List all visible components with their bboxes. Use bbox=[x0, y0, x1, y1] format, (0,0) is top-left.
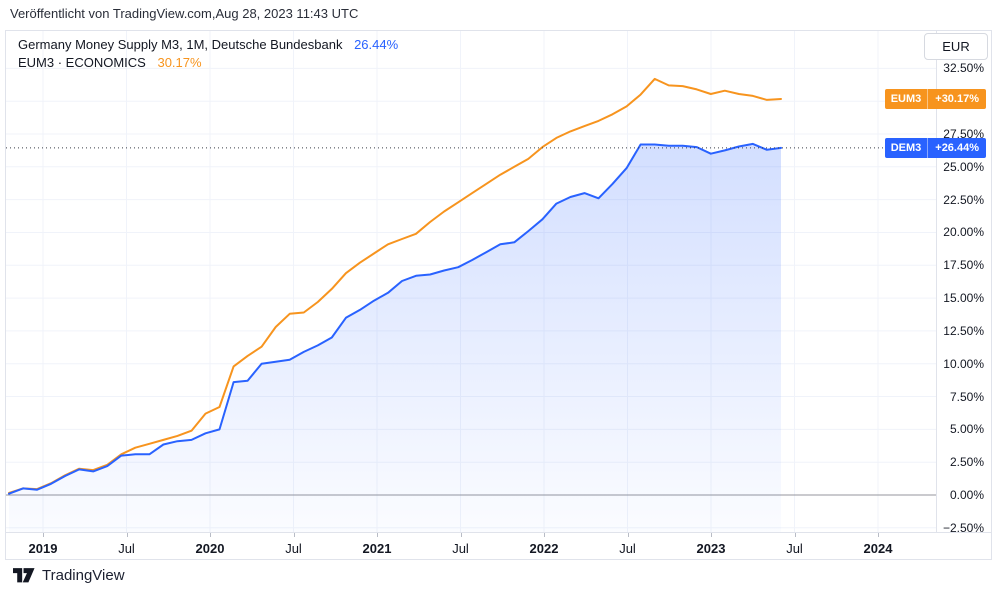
time-tick-label: 2023 bbox=[696, 541, 726, 556]
tradingview-brand-link[interactable]: TradingView bbox=[42, 567, 125, 584]
dem3-area bbox=[9, 143, 781, 532]
time-tick-mark bbox=[43, 533, 44, 537]
time-tick-label: Jul bbox=[452, 541, 469, 556]
badge-dem3-symbol: DEM3 bbox=[885, 138, 929, 158]
chart-svg bbox=[6, 31, 936, 532]
time-tick-mark bbox=[126, 533, 128, 537]
legend-dem3-value: 26.44% bbox=[354, 37, 399, 52]
time-tick-mark bbox=[377, 533, 378, 537]
time-tick-label: 2019 bbox=[28, 541, 58, 556]
time-tick-label: 2022 bbox=[529, 541, 559, 556]
price-tick-label: 7.50% bbox=[949, 390, 984, 404]
time-tick-mark bbox=[711, 533, 712, 537]
chart-legend: Germany Money Supply M3, 1M, Deutsche Bu… bbox=[18, 36, 398, 72]
price-tick-label: 25.00% bbox=[943, 160, 984, 174]
legend-row-dem3[interactable]: Germany Money Supply M3, 1M, Deutsche Bu… bbox=[18, 36, 398, 54]
legend-eum3-title: EUM3 · ECONOMICS bbox=[18, 55, 146, 70]
time-tick-mark bbox=[794, 533, 796, 537]
price-tick-label: 5.00% bbox=[949, 422, 984, 436]
chart-plot-area[interactable] bbox=[6, 31, 936, 532]
tradingview-logo-icon bbox=[13, 568, 35, 583]
time-tick-label: Jul bbox=[285, 541, 302, 556]
price-tick-label: 22.50% bbox=[943, 193, 984, 207]
price-tick-label: 0.00% bbox=[949, 488, 984, 502]
time-tick-mark bbox=[627, 533, 629, 537]
dem3-line bbox=[8, 142, 782, 495]
legend-row-eum3[interactable]: EUM3 · ECONOMICS 30.17% bbox=[18, 54, 398, 72]
badge-dem3-value: +26.44% bbox=[935, 142, 979, 154]
price-tick-label: 12.50% bbox=[943, 324, 984, 338]
price-tick-label: −2.50% bbox=[942, 521, 984, 535]
price-axis[interactable]: 32.50%30.00%27.50%25.00%22.50%20.00%17.5… bbox=[884, 31, 992, 535]
footer: TradingView bbox=[13, 567, 125, 584]
time-axis[interactable]: 2019 Jul 2020 Jul 2021 Jul 2022 Jul 2023 Jul 2024 bbox=[6, 532, 991, 561]
price-badge-dem3[interactable]: DEM3 +26.44% bbox=[884, 138, 986, 158]
time-tick-label: 2021 bbox=[362, 541, 392, 556]
price-tick-label: 20.00% bbox=[943, 225, 984, 239]
eum3-line bbox=[8, 77, 782, 494]
time-tick-label: Jul bbox=[619, 541, 636, 556]
time-tick-label: Jul bbox=[118, 541, 135, 556]
time-tick-mark bbox=[544, 533, 545, 537]
time-tick-label: Jul bbox=[786, 541, 803, 556]
chart-widget: Germany Money Supply M3, 1M, Deutsche Bu… bbox=[5, 30, 992, 560]
price-tick-label: 10.00% bbox=[943, 357, 984, 371]
published-text: Veröffentlicht von TradingView.com,Aug 2… bbox=[10, 6, 359, 21]
price-tick-label: 32.50% bbox=[943, 61, 984, 75]
badge-eum3-value: +30.17% bbox=[935, 93, 979, 105]
time-tick-mark bbox=[878, 533, 879, 537]
price-tick-label: 2.50% bbox=[949, 455, 984, 469]
price-tick-label: 27.50% bbox=[943, 127, 984, 141]
price-badge-eum3[interactable]: EUM3 +30.17% bbox=[884, 89, 986, 109]
time-tick-mark bbox=[460, 533, 462, 537]
time-tick-label: 2024 bbox=[863, 541, 893, 556]
badge-eum3-symbol: EUM3 bbox=[885, 89, 929, 109]
legend-dem3-title: Germany Money Supply M3, 1M, Deutsche Bu… bbox=[18, 37, 343, 52]
legend-eum3-value: 30.17% bbox=[157, 55, 202, 70]
price-tick-label: 17.50% bbox=[943, 258, 984, 272]
time-tick-mark bbox=[293, 533, 295, 537]
price-tick-label: 15.00% bbox=[943, 291, 984, 305]
time-tick-mark bbox=[210, 533, 211, 537]
time-tick-label: 2020 bbox=[195, 541, 225, 556]
currency-button[interactable]: EUR bbox=[924, 33, 988, 60]
